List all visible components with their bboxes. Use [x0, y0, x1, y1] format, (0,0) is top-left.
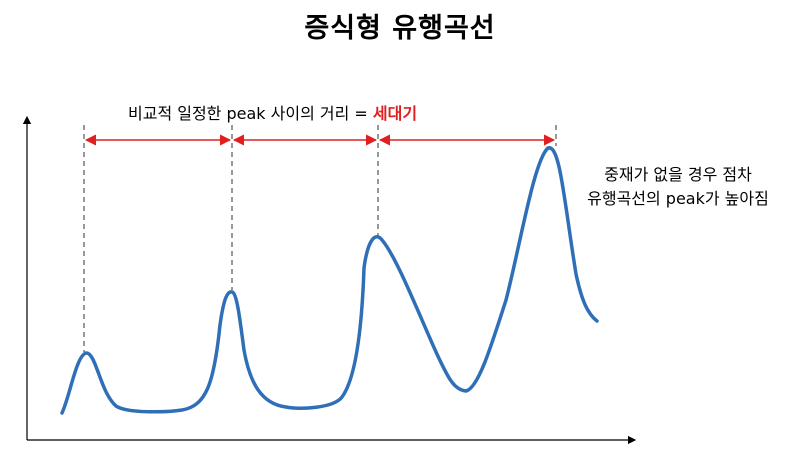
period-label-text: 비교적 일정한 peak 사이의 거리 =	[128, 104, 373, 123]
period-label: 비교적 일정한 peak 사이의 거리 = 세대기	[128, 100, 417, 124]
annotation-line-2: 유행곡선의 peak가 높아짐	[587, 189, 769, 208]
generation-time-term: 세대기	[372, 104, 418, 123]
peak-annotation: 중재가 없을 경우 점차 유행곡선의 peak가 높아짐	[558, 163, 798, 211]
epidemic-curve	[60, 146, 599, 415]
annotation-line-1: 중재가 없을 경우 점차	[604, 165, 752, 184]
diagram-title: 증식형 유행곡선	[304, 13, 496, 44]
